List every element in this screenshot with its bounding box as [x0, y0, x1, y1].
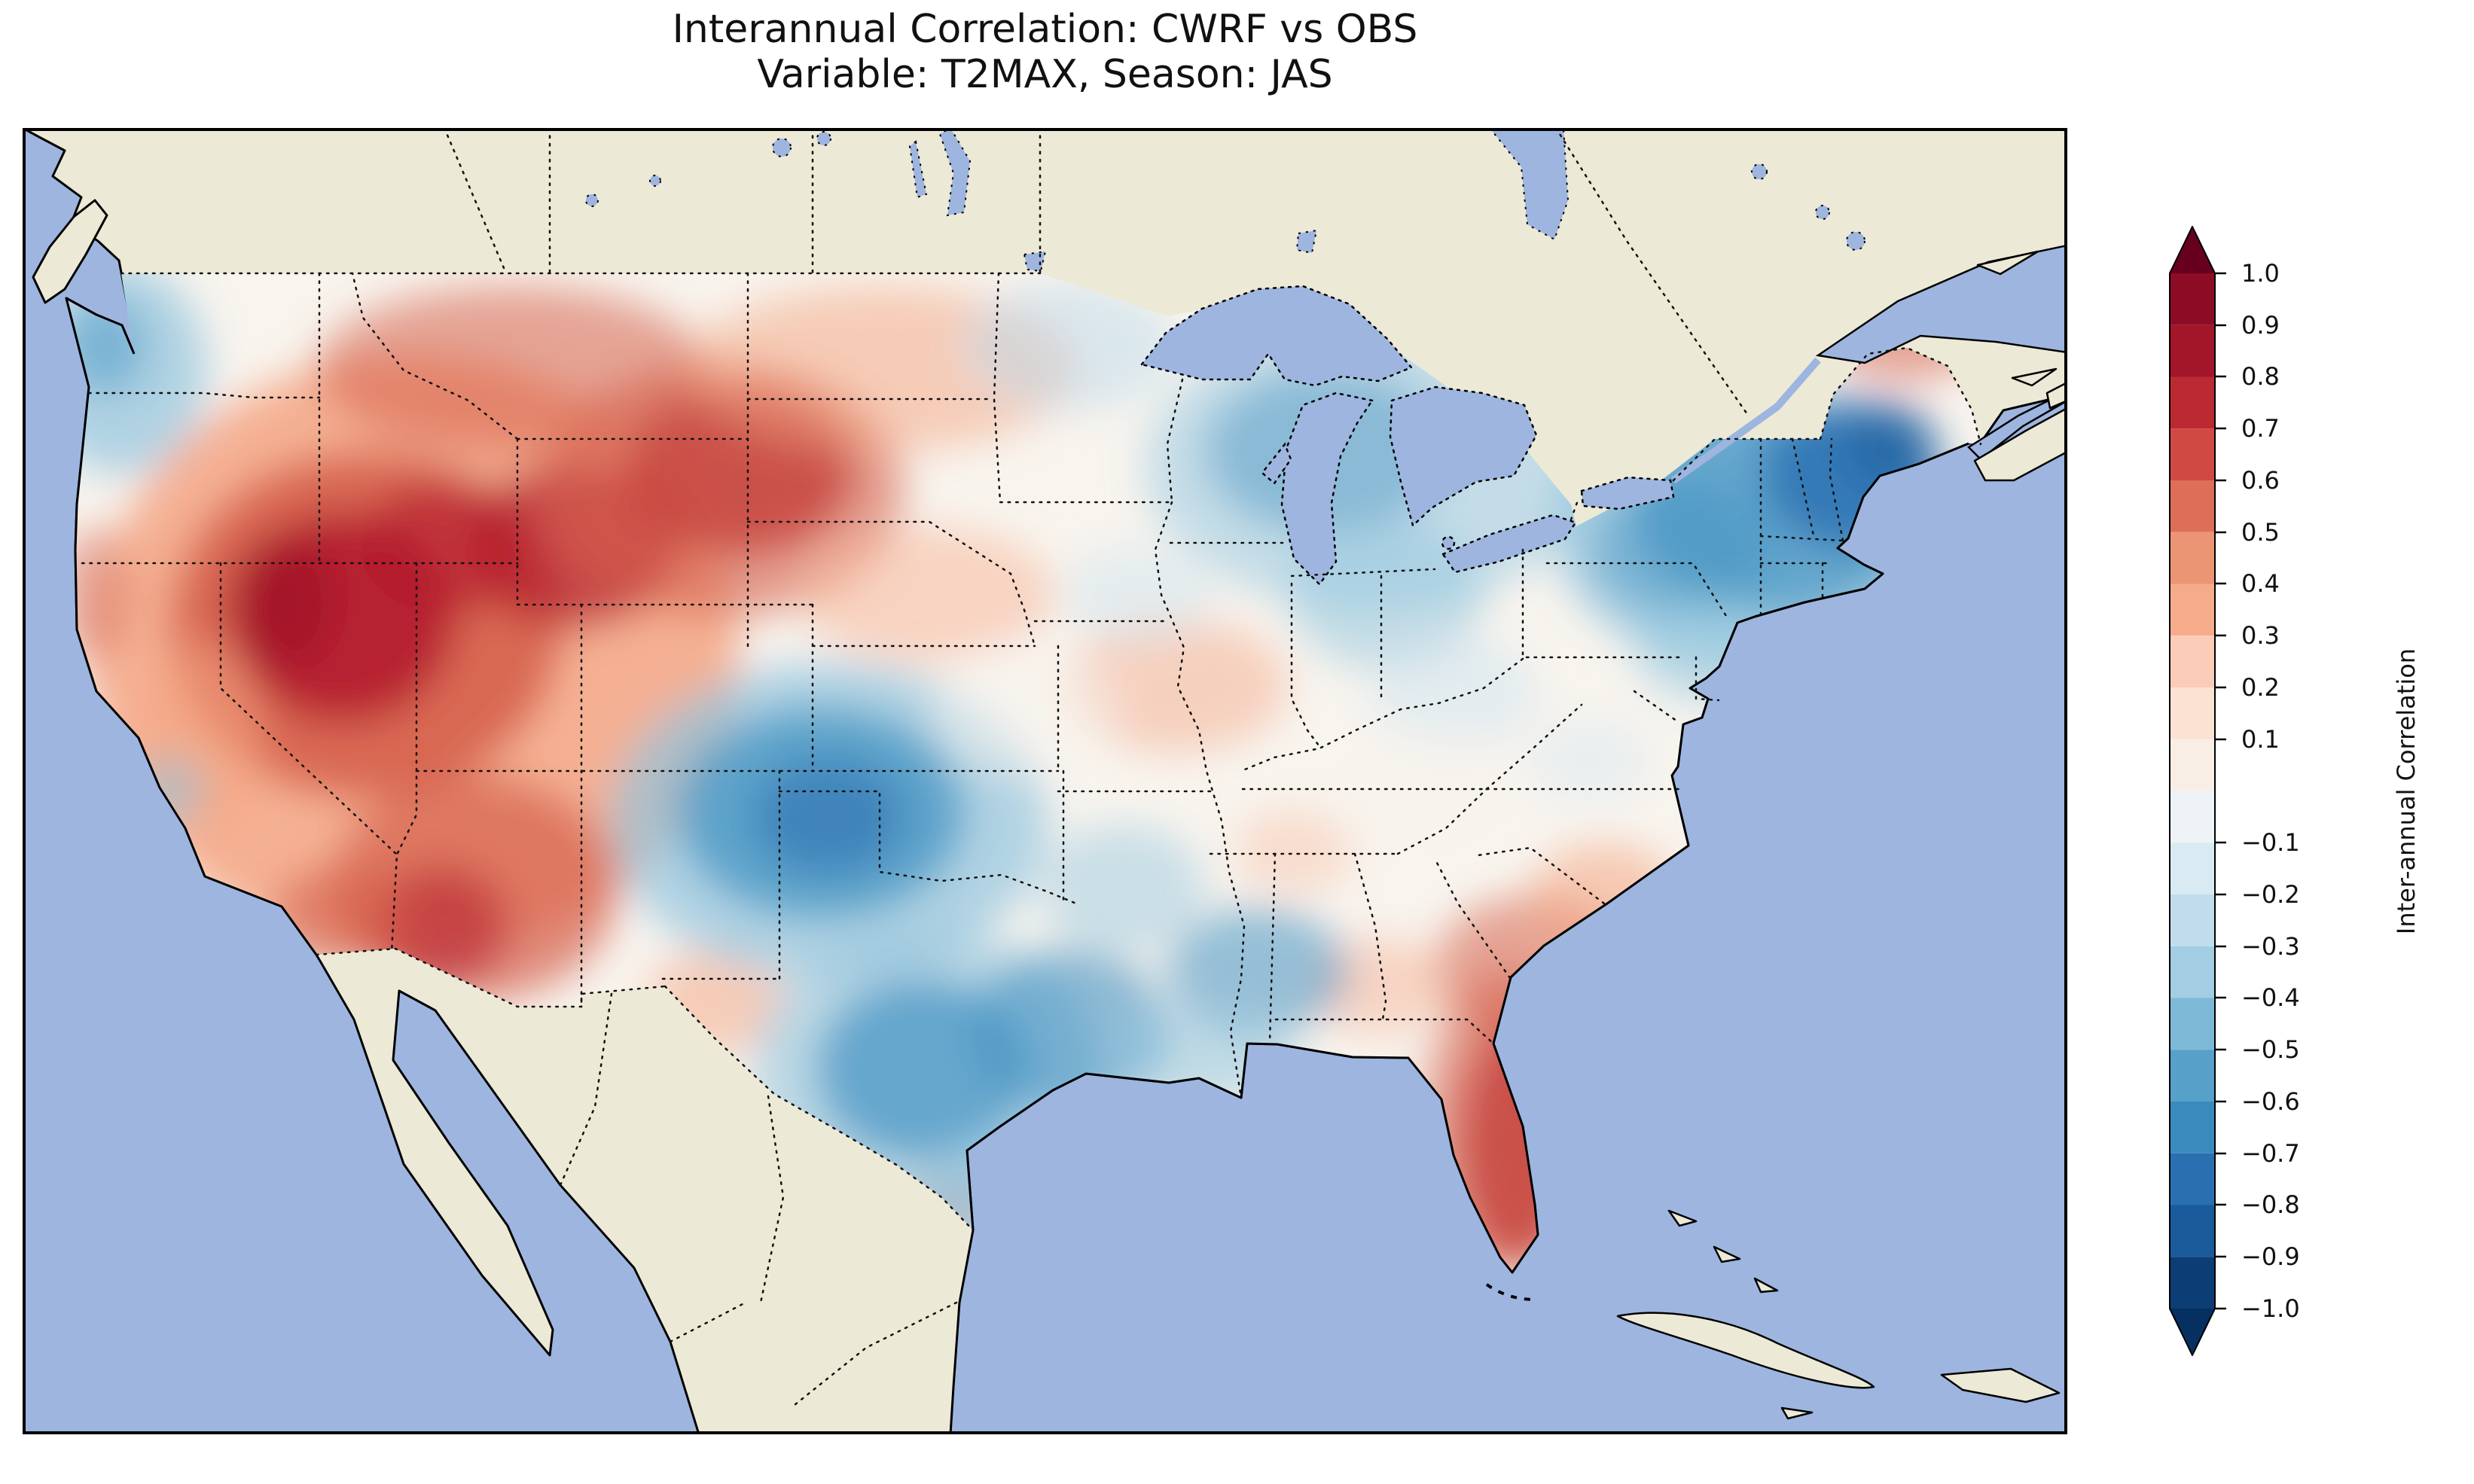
canada-lakes: [585, 126, 1865, 273]
colorbar-over-arrow: [2169, 226, 2216, 273]
figure-title: Interannual Correlation: CWRF vs OBS: [672, 7, 1418, 52]
us-coastline-restroke: [65, 297, 1969, 1274]
hispaniola: [1940, 1367, 2061, 1403]
colorbar-tick-marks: [2216, 272, 2226, 1310]
colorbar: 1.0 0.9 0.8 0.7 0.6 0.5 0.4 0.3 0.2 0.1 …: [2169, 224, 2474, 1358]
colorbar-tick-label: 0.8: [2241, 362, 2280, 391]
anticosti-island: [1976, 250, 2039, 276]
colorbar-tick-label: −0.8: [2241, 1190, 2300, 1219]
great-lakes: [1139, 285, 1675, 586]
colorbar-tick-label: 0.5: [2241, 518, 2280, 547]
colorbar-tick-label: −0.4: [2241, 983, 2300, 1012]
green-bay: [1261, 442, 1292, 485]
lake-st-clair: [1441, 535, 1456, 550]
correlation-map: [21, 126, 2069, 1436]
colorbar-tick-label: 1.0: [2241, 259, 2280, 288]
bahamas: [1667, 1209, 1779, 1294]
colorbar-tick-label: 0.9: [2241, 311, 2280, 340]
map-axes: [21, 126, 2069, 1436]
st-lawrence-river: [1671, 357, 1821, 484]
colorbar-tick-label: −0.5: [2241, 1035, 2300, 1064]
lake-michigan: [1280, 392, 1374, 586]
colorbar-tick-label: −0.1: [2241, 828, 2300, 857]
colorbar-axis-label: Inter-annual Correlation: [2392, 648, 2421, 934]
prince-edward-island: [2011, 367, 2058, 387]
colorbar-tick-label: −0.2: [2241, 880, 2300, 909]
colorbar-tick-label: 0.1: [2241, 725, 2280, 754]
colorbar-tick-label: 0.2: [2241, 673, 2280, 702]
lake-winnipeg: [938, 126, 972, 217]
colorbar-bar: [2169, 224, 2226, 1358]
colorbar-outline: [2169, 224, 2216, 1358]
vancouver-island: [32, 199, 108, 304]
lake-superior: [1139, 285, 1414, 387]
lake-manitoba: [908, 140, 928, 199]
colorbar-tick-label: −0.3: [2241, 932, 2300, 961]
colorbar-tick-label: 0.4: [2241, 569, 2280, 598]
state-borders: [81, 126, 1982, 1409]
cuba: [1616, 1312, 1875, 1389]
jamaica: [1780, 1406, 1814, 1420]
atlantic-islands: [1616, 250, 2069, 1420]
colorbar-tick-label: 0.6: [2241, 466, 2280, 495]
axes-frame: [23, 128, 2067, 1434]
lake-ontario: [1580, 476, 1675, 510]
lake-nipigon: [1295, 229, 1318, 254]
lake-huron: [1389, 385, 1538, 528]
lake-erie: [1441, 513, 1577, 574]
colorbar-tick-label: 0.3: [2241, 621, 2280, 650]
james-bay: [1487, 127, 1570, 241]
lake-of-the-woods: [1023, 250, 1047, 273]
colorbar-tick-label: −0.6: [2241, 1087, 2300, 1116]
colorbar-tick-label: −0.7: [2241, 1139, 2300, 1168]
colorbar-tick-label: 0.7: [2241, 414, 2280, 443]
figure-subtitle: Variable: T2MAX, Season: JAS: [757, 52, 1333, 97]
colorbar-tick-label: −0.9: [2241, 1242, 2300, 1271]
colorbar-tick-label: −1.0: [2241, 1294, 2300, 1323]
florida-keys: [1485, 1283, 1536, 1301]
colorbar-under-arrow: [2169, 1309, 2216, 1356]
